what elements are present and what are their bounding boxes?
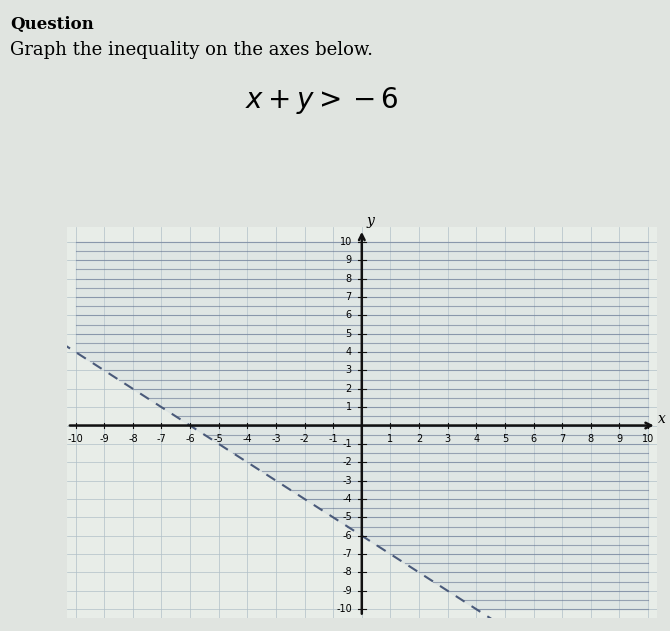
Text: -9: -9 — [342, 586, 352, 596]
Text: 1: 1 — [387, 433, 393, 444]
Text: 8: 8 — [588, 433, 594, 444]
Text: -6: -6 — [342, 531, 352, 541]
Text: 9: 9 — [346, 255, 352, 265]
Text: 6: 6 — [346, 310, 352, 321]
Text: 7: 7 — [346, 292, 352, 302]
Text: -2: -2 — [299, 433, 310, 444]
Text: -6: -6 — [186, 433, 195, 444]
Text: -1: -1 — [342, 439, 352, 449]
Text: -1: -1 — [328, 433, 338, 444]
Text: 5: 5 — [502, 433, 508, 444]
Text: -5: -5 — [214, 433, 224, 444]
Text: 6: 6 — [531, 433, 537, 444]
Text: 10: 10 — [642, 433, 654, 444]
Text: 4: 4 — [346, 347, 352, 357]
Text: -8: -8 — [128, 433, 137, 444]
Text: 4: 4 — [473, 433, 479, 444]
Text: -3: -3 — [342, 476, 352, 486]
Text: 5: 5 — [346, 329, 352, 339]
Text: Graph the inequality on the axes below.: Graph the inequality on the axes below. — [10, 41, 373, 59]
Text: -2: -2 — [342, 457, 352, 468]
Text: Question: Question — [10, 16, 94, 33]
Text: -4: -4 — [342, 494, 352, 504]
Text: 3: 3 — [346, 365, 352, 375]
Text: -7: -7 — [342, 549, 352, 559]
Text: 10: 10 — [340, 237, 352, 247]
Text: -4: -4 — [243, 433, 252, 444]
Text: 2: 2 — [346, 384, 352, 394]
Text: x: x — [658, 412, 666, 426]
Text: -8: -8 — [342, 567, 352, 577]
Text: $x + y > -6$: $x + y > -6$ — [245, 85, 399, 116]
Text: y: y — [366, 214, 375, 228]
Text: -9: -9 — [99, 433, 109, 444]
Text: 2: 2 — [416, 433, 422, 444]
Text: 7: 7 — [559, 433, 565, 444]
Text: -5: -5 — [342, 512, 352, 522]
Text: -7: -7 — [157, 433, 166, 444]
Text: 8: 8 — [346, 274, 352, 283]
Text: -10: -10 — [336, 604, 352, 614]
Text: -10: -10 — [68, 433, 84, 444]
Text: 1: 1 — [346, 402, 352, 412]
Text: 9: 9 — [616, 433, 622, 444]
Text: -3: -3 — [271, 433, 281, 444]
Text: 3: 3 — [445, 433, 451, 444]
